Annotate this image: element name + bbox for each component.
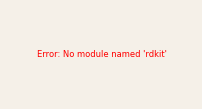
Text: Error: No module named 'rdkit': Error: No module named 'rdkit': [36, 50, 166, 59]
